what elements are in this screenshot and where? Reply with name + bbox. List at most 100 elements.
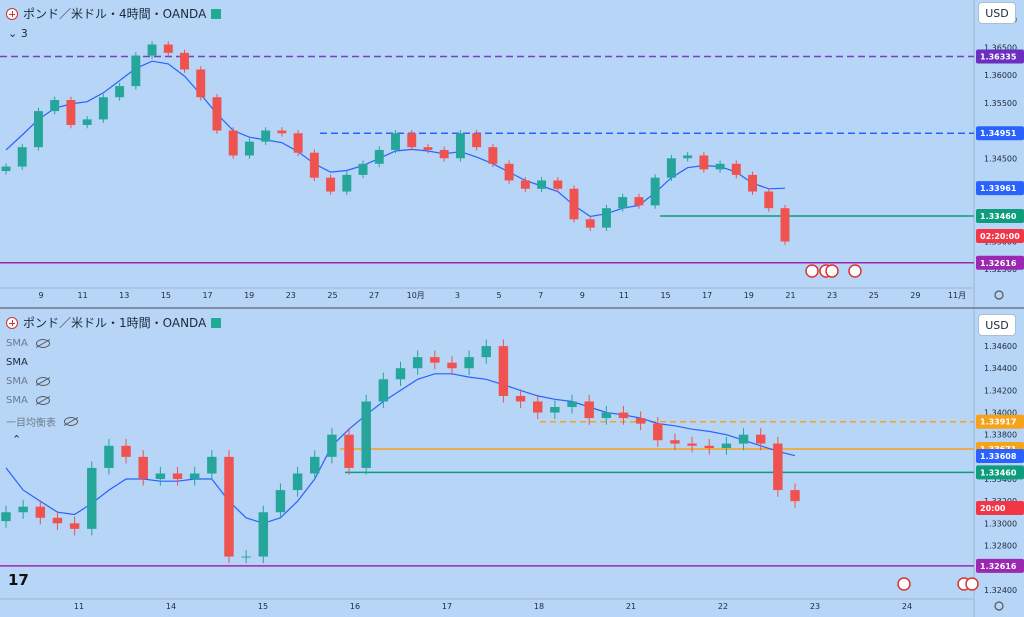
candle-body <box>261 130 271 142</box>
currency-button[interactable]: USD <box>978 2 1016 24</box>
candle-body <box>155 473 166 480</box>
candle-body <box>309 152 319 178</box>
candle-body <box>189 473 200 480</box>
candle-body <box>553 180 563 189</box>
pane-divider[interactable] <box>0 307 1024 309</box>
candle-body <box>138 456 148 480</box>
price-tag-label: 20:00 <box>980 504 1006 513</box>
candle-body <box>228 130 238 156</box>
candle-body <box>18 506 28 513</box>
date-tick-label: 27 <box>369 291 379 300</box>
indicator-label: 一目均衡表 <box>6 418 56 429</box>
candle-body <box>33 111 43 148</box>
date-tick-label: 24 <box>902 602 912 611</box>
indicator-label: SMA <box>6 357 28 368</box>
candle-body <box>17 147 27 167</box>
indicator-sma-2[interactable]: SMA <box>6 357 28 368</box>
eye-hidden-icon[interactable] <box>35 339 50 348</box>
price-tag <box>976 181 1024 196</box>
candle-body <box>326 177 336 192</box>
price-tick-label: 1.36500 <box>984 43 1017 52</box>
date-tick-label: 17 <box>202 291 212 300</box>
date-tick-label: 23 <box>286 291 296 300</box>
candle-body <box>292 473 303 491</box>
candle-body <box>407 133 417 148</box>
candle-body <box>98 97 108 120</box>
indicator-sma-3[interactable]: SMA <box>6 376 50 387</box>
candle-body <box>275 490 286 513</box>
economic-event-icon[interactable] <box>897 577 911 591</box>
candle-body <box>773 443 783 491</box>
date-tick-label: 15 <box>161 291 171 300</box>
chart-pane-4h[interactable]: 1.370001.365001.360001.355001.350001.345… <box>0 0 1024 307</box>
date-tick-label: 22 <box>718 602 728 611</box>
candle-body <box>455 133 465 159</box>
price-tag <box>976 255 1024 270</box>
candle-body <box>358 163 368 175</box>
candle-body <box>683 155 693 159</box>
gear-icon[interactable] <box>994 290 1004 300</box>
candle-body <box>277 130 287 134</box>
economic-event-icon[interactable] <box>805 264 819 278</box>
date-tick-label: 18 <box>534 602 544 611</box>
candle-body <box>472 133 482 148</box>
candle-body <box>412 357 423 369</box>
date-tick-label: 25 <box>869 291 879 300</box>
candle-body <box>50 100 60 112</box>
date-tick-label: 14 <box>166 602 176 611</box>
candle-body <box>344 434 354 468</box>
market-status-icon <box>211 8 222 19</box>
date-tick-label: 15 <box>660 291 670 300</box>
economic-event-icon[interactable] <box>825 264 839 278</box>
collapse-indicator[interactable]: ⌄ 3 <box>8 27 28 40</box>
chart-canvas-4h[interactable]: 1.370001.365001.360001.355001.350001.345… <box>0 0 1024 307</box>
price-tag-label: 1.36335 <box>980 52 1017 61</box>
candle-body <box>244 141 254 156</box>
price-tag <box>976 414 1024 429</box>
indicator-count: 3 <box>20 27 28 40</box>
candle-body <box>687 443 697 446</box>
candle-body <box>618 412 629 419</box>
price-tag-label: 1.33917 <box>980 418 1016 427</box>
candle-body <box>310 456 320 474</box>
candle-body <box>439 149 449 159</box>
candle-body <box>567 401 577 408</box>
candle-body <box>1 166 11 172</box>
date-tick-label: 15 <box>258 602 268 611</box>
eye-hidden-icon[interactable] <box>35 396 50 405</box>
candle-body <box>780 208 790 242</box>
chart-title-4h: ポンド／米ドル・4時間・OANDA <box>6 5 222 22</box>
price-tick-label: 1.35500 <box>984 99 1017 108</box>
gear-icon[interactable] <box>994 601 1004 611</box>
candle-body <box>180 52 189 70</box>
date-tick-label: 5 <box>496 291 501 300</box>
economic-event-icon[interactable] <box>848 264 862 278</box>
market-status-icon <box>211 317 222 328</box>
candle-body <box>755 434 766 444</box>
candle-body <box>653 423 663 441</box>
chart-canvas-1h[interactable]: 1.34600 1.34400 1.34200 1.34000 1.33800 1.336… <box>0 309 1024 617</box>
price-tag-label: 1.33460 <box>980 468 1017 477</box>
sma-line <box>5 373 796 524</box>
economic-event-icon[interactable] <box>965 577 979 591</box>
eye-hidden-icon[interactable] <box>64 417 78 426</box>
indicator-sma-1[interactable]: SMA <box>6 338 50 349</box>
candle-body <box>618 197 628 209</box>
eye-hidden-icon[interactable] <box>35 377 50 386</box>
price-tag <box>976 465 1024 480</box>
candle-body <box>715 163 725 170</box>
candle-body <box>585 219 595 228</box>
chart-pane-1h[interactable]: 1.34600 1.34400 1.34200 1.34000 1.33800 1.336… <box>0 309 1024 617</box>
price-tick-label: 1.34200 <box>984 386 1017 395</box>
price-tag-label: 1.33460 <box>980 212 1017 221</box>
candle-body <box>224 456 234 557</box>
candle-body <box>731 163 741 175</box>
collapse-legend-icon[interactable]: ⌃ <box>12 433 22 446</box>
currency-button[interactable]: USD <box>978 314 1016 336</box>
candle-body <box>584 401 594 419</box>
candle-body <box>635 418 646 424</box>
indicator-sma-4[interactable]: SMA <box>6 395 50 406</box>
indicator-ichimoku[interactable]: 一目均衡表 <box>6 414 78 429</box>
candle-body <box>258 512 268 557</box>
candle-body <box>748 174 758 192</box>
